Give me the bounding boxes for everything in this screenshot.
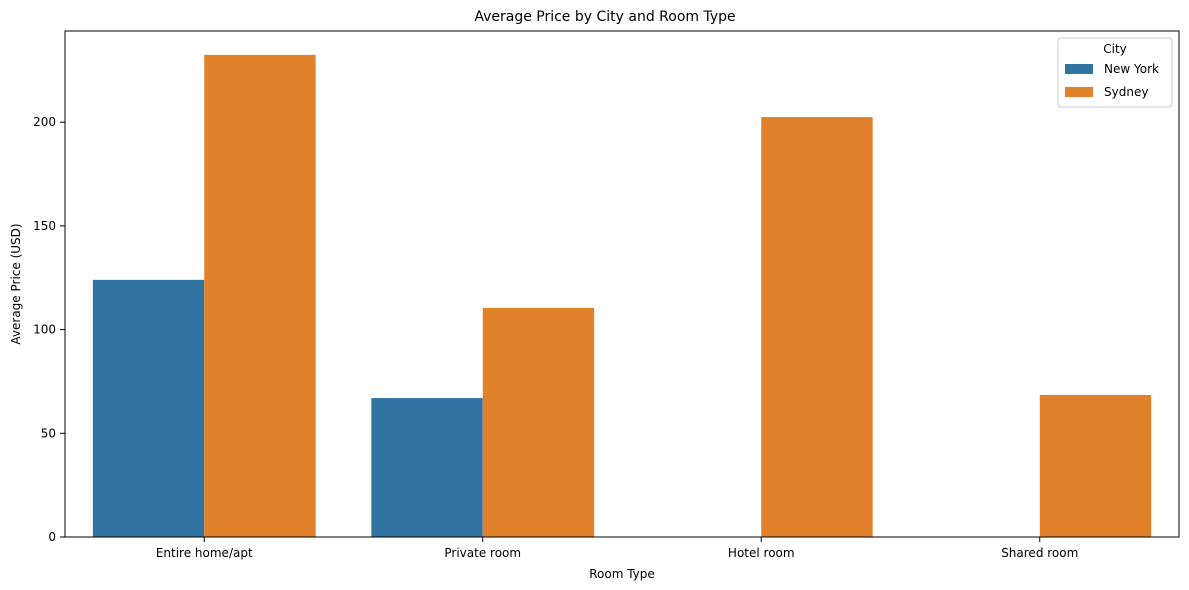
y-tick-label: 150 xyxy=(33,219,56,233)
plot-frame xyxy=(64,30,1180,538)
bar-sydney-shared-room xyxy=(1039,394,1152,537)
y-tick-label: 100 xyxy=(33,323,56,337)
legend-label-new-york: New York xyxy=(1104,62,1159,76)
x-tick-label: Private room xyxy=(444,546,521,560)
y-tick-label: 0 xyxy=(48,530,56,544)
y-axis-ticks: 0 50 100 150 200 xyxy=(33,115,65,544)
x-tick-label: Hotel room xyxy=(728,546,795,560)
legend: City New York Sydney xyxy=(1057,37,1173,108)
chart-title: Average Price by City and Room Type xyxy=(474,9,735,25)
bar-new-york-entire-home-apt xyxy=(92,279,205,537)
bar-new-york-private-room xyxy=(371,398,483,537)
bar-sydney-hotel-room xyxy=(761,117,873,538)
legend-swatch-new-york xyxy=(1065,64,1093,74)
legend-title: City xyxy=(1103,42,1127,56)
y-axis-label: Average Price (USD) xyxy=(9,223,23,344)
x-tick-label: Shared room xyxy=(1001,546,1078,560)
bars-group xyxy=(92,54,1152,538)
y-tick-label: 200 xyxy=(33,115,56,129)
bar-sydney-entire-home-apt xyxy=(204,54,316,538)
x-axis-ticks: Entire home/apt Private room Hotel room Sha… xyxy=(156,537,1078,560)
x-tick-label: Entire home/apt xyxy=(156,546,253,560)
bar-sydney-private-room xyxy=(482,307,595,537)
y-tick-label: 50 xyxy=(41,426,56,440)
legend-label-sydney: Sydney xyxy=(1104,85,1148,99)
legend-swatch-sydney xyxy=(1065,87,1093,97)
x-axis-label: Room Type xyxy=(589,567,655,581)
